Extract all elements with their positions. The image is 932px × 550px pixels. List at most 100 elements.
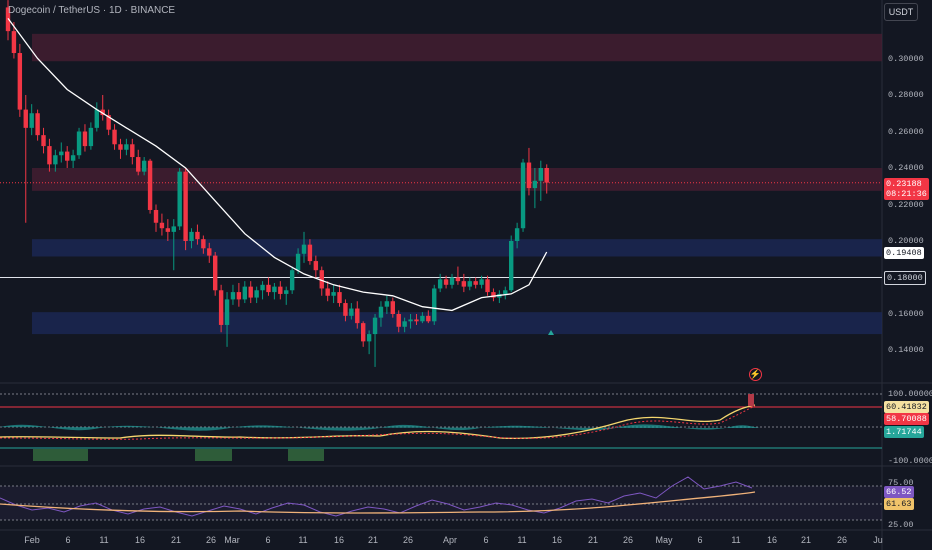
price-tick: 0.22000 — [888, 200, 924, 210]
candle-body — [195, 231, 200, 240]
time-axis-label: 6 — [65, 535, 71, 545]
candle-body — [479, 279, 484, 285]
candle-body — [532, 180, 538, 189]
osc-value-c: 1.71744 — [884, 426, 924, 438]
candle-body — [183, 171, 188, 241]
candle-body — [473, 281, 478, 285]
time-axis-label: 6 — [265, 535, 271, 545]
candle-body — [437, 279, 443, 289]
time-axis-label: May — [655, 535, 673, 545]
candle-body — [130, 144, 135, 158]
rsi-ma-line — [0, 491, 756, 514]
zone-blue — [32, 239, 882, 257]
candle-body — [455, 277, 461, 282]
candle-body — [384, 301, 390, 307]
candle-body — [118, 144, 123, 150]
time-axis-label: 16 — [766, 535, 778, 545]
osc-top-level: 100.00000 — [888, 389, 932, 399]
candle-body — [408, 319, 413, 322]
candle-body — [449, 277, 455, 285]
candle-body — [248, 286, 253, 298]
candle-body — [432, 288, 437, 322]
candle-body — [443, 279, 449, 285]
signal-marker — [548, 330, 554, 335]
osc-histogram — [0, 424, 760, 431]
time-axis-label: 6 — [483, 535, 489, 545]
candle-body — [289, 270, 295, 291]
time-axis-label: 21 — [170, 535, 182, 545]
candle-body — [59, 151, 64, 156]
candle-body — [189, 231, 194, 241]
candle-body — [82, 131, 88, 147]
candle-body — [325, 288, 330, 296]
zone-red — [32, 33, 882, 62]
price-tick: 0.16000 — [888, 309, 924, 319]
time-axis-label: 11 — [298, 535, 308, 545]
time-axis-label: 21 — [800, 535, 812, 545]
lightning-icon[interactable]: ⚡ — [749, 368, 762, 381]
candle-body — [301, 244, 307, 254]
candle-body — [509, 241, 514, 291]
time-axis-label: Apr — [442, 535, 458, 545]
candle-body — [65, 151, 70, 161]
moving-average-line — [7, 18, 548, 312]
candle-body — [153, 209, 159, 223]
time-axis-label: Mar — [224, 535, 240, 545]
rsi-lower-level: 25.00 — [888, 520, 914, 530]
symbol-title[interactable]: Dogecoin / TetherUS · 1D · BINANCE — [8, 5, 176, 16]
candle-body — [260, 284, 265, 291]
candle-body — [35, 113, 40, 136]
candle-body — [112, 129, 117, 145]
candle-body — [141, 160, 147, 172]
time-axis-label: 11 — [99, 535, 109, 545]
candle-body — [177, 171, 182, 227]
candle-body — [165, 228, 171, 232]
time-axis-label: 16 — [551, 535, 563, 545]
candle-body — [17, 53, 23, 110]
bar-countdown: 08:21:36 — [886, 189, 927, 199]
candle-body — [23, 109, 28, 128]
osc-value-a: 60.41832 — [884, 401, 929, 413]
candle-body — [544, 168, 549, 183]
candle-body — [171, 226, 176, 232]
candle-body — [11, 31, 17, 54]
candle-body — [467, 281, 472, 287]
candle-body — [331, 292, 336, 296]
time-axis-label: 21 — [587, 535, 599, 545]
candle-body — [254, 290, 259, 298]
price-tick: 0.20000 — [888, 236, 924, 246]
candle-body — [100, 109, 105, 116]
candle-body — [426, 315, 431, 322]
candle-body — [491, 292, 496, 298]
time-axis-label: 21 — [367, 535, 379, 545]
candle-body — [218, 290, 224, 325]
time-axis-label: Ju — [873, 535, 883, 545]
time-axis-label: 26 — [205, 535, 217, 545]
osc-dotted-line — [0, 405, 756, 440]
price-tick: 0.26000 — [888, 127, 924, 137]
candle-body — [88, 127, 94, 147]
rsi-upper-level: 75.00 — [888, 478, 914, 488]
candle-body — [201, 239, 206, 249]
osc-signal-block — [195, 449, 232, 461]
osc-value-b: 58.70088 — [884, 413, 929, 425]
candle-body — [41, 135, 46, 147]
time-axis-label: 11 — [517, 535, 527, 545]
candle-body — [295, 253, 301, 271]
price-tick: 0.28000 — [888, 90, 924, 100]
currency-button[interactable]: USDT — [884, 3, 918, 21]
candle-body — [390, 301, 395, 314]
candle-body — [124, 144, 129, 150]
candle-body — [230, 292, 236, 300]
rsi-value: 66.52 — [884, 486, 914, 498]
candle-body — [76, 131, 82, 156]
zone-red — [32, 168, 882, 191]
candle-body — [538, 168, 543, 181]
candle-body — [514, 228, 520, 241]
price-tick: 0.14000 — [888, 345, 924, 355]
candle-body — [272, 286, 277, 293]
candle-body — [242, 286, 247, 300]
price-tick: 0.30000 — [888, 54, 924, 64]
candle-body — [520, 162, 526, 229]
